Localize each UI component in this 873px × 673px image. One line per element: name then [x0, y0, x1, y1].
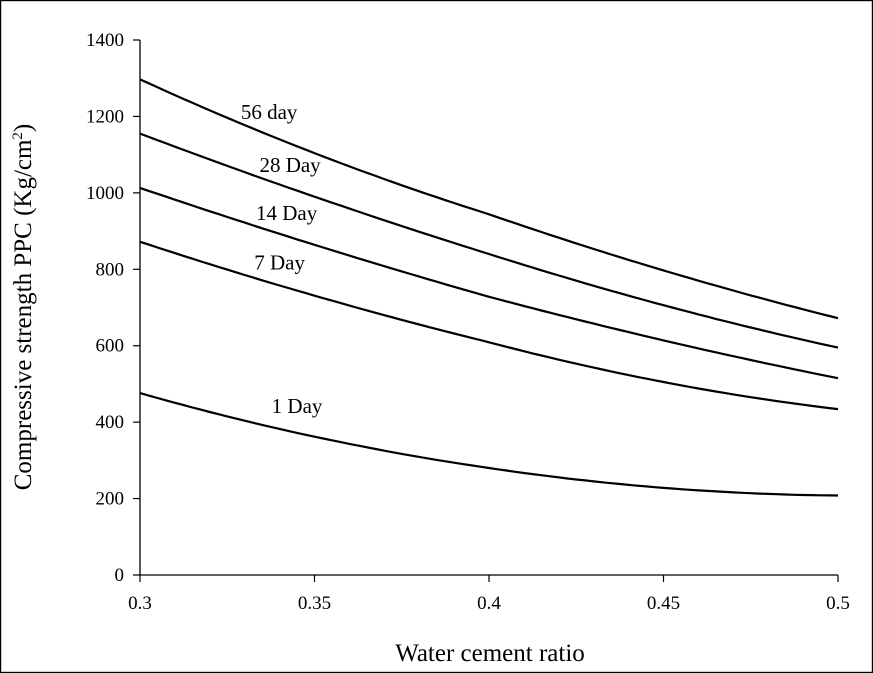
y-tick-label: 0: [115, 565, 125, 586]
y-axis-title-superscript: 2: [10, 132, 26, 140]
series-line-1: [139, 132, 839, 349]
y-ticks: 0 200 400 600 800 1000 1200 1400: [86, 30, 140, 586]
series-labels: 56 day 28 Day 14 Day 7 Day 1 Day: [241, 100, 323, 418]
series-label: 28 Day: [259, 153, 321, 177]
x-tick-label: 0.3: [128, 593, 152, 614]
x-tick-label: 0.5: [826, 593, 850, 614]
x-tick-label: 0.4: [477, 593, 501, 614]
series-label: 1 Day: [272, 394, 323, 418]
x-ticks: 0.3 0.35 0.4 0.45 0.5: [128, 575, 850, 614]
series-line-3: [139, 240, 839, 411]
y-tick-label: 1200: [86, 106, 124, 127]
y-tick-label: 1000: [86, 183, 124, 204]
y-tick-label: 600: [96, 336, 125, 357]
y-axis-title: Compressive strength PPC (Kg/cm2): [10, 124, 37, 491]
series-lines: [139, 78, 839, 497]
y-axis-title-main: Compressive strength PPC (Kg/cm: [10, 139, 37, 490]
series-line-4: [139, 392, 839, 497]
series-label: 14 Day: [256, 201, 318, 225]
x-tick-label: 0.35: [298, 593, 331, 614]
y-tick-label: 400: [96, 412, 125, 433]
x-tick-label: 0.45: [647, 593, 680, 614]
series-line-0: [139, 78, 839, 320]
y-tick-label: 800: [96, 259, 125, 280]
series-label: 7 Day: [254, 250, 305, 274]
x-axis-title: Water cement ratio: [395, 640, 585, 667]
series-label: 56 day: [241, 100, 298, 124]
series-line-2: [139, 186, 839, 380]
y-axis-title-close: ): [10, 124, 37, 132]
y-tick-label: 1400: [86, 30, 124, 51]
y-tick-label: 200: [96, 489, 125, 510]
